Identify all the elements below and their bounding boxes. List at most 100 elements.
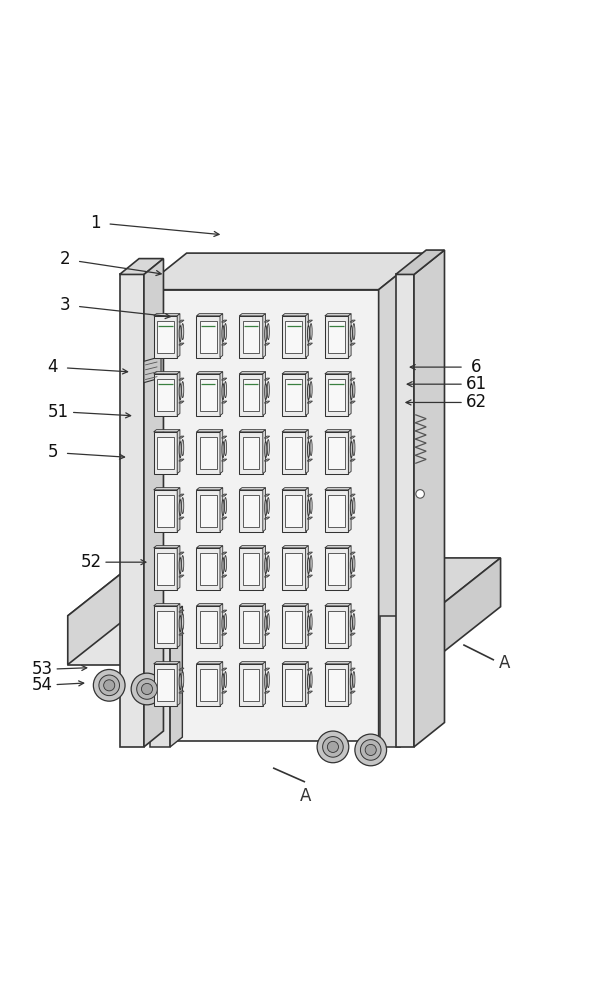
Polygon shape (265, 668, 269, 670)
Polygon shape (197, 606, 220, 648)
Polygon shape (282, 546, 309, 548)
Text: 53: 53 (32, 660, 53, 678)
Polygon shape (240, 374, 263, 416)
Polygon shape (197, 662, 223, 664)
Circle shape (93, 669, 125, 701)
Polygon shape (243, 321, 260, 353)
Polygon shape (200, 437, 217, 469)
Polygon shape (153, 664, 177, 706)
Ellipse shape (222, 616, 224, 632)
Polygon shape (243, 495, 260, 527)
Polygon shape (220, 546, 223, 590)
Ellipse shape (353, 498, 355, 514)
Polygon shape (307, 494, 312, 496)
Polygon shape (282, 662, 309, 664)
Polygon shape (265, 575, 269, 577)
Polygon shape (153, 548, 177, 590)
Ellipse shape (265, 674, 267, 690)
Polygon shape (265, 378, 269, 380)
Polygon shape (157, 669, 174, 701)
Polygon shape (240, 606, 263, 648)
Polygon shape (120, 274, 144, 747)
Polygon shape (177, 430, 180, 474)
Polygon shape (350, 552, 355, 554)
Polygon shape (348, 314, 351, 358)
Polygon shape (350, 459, 355, 461)
Polygon shape (240, 430, 266, 432)
Ellipse shape (353, 672, 355, 688)
Polygon shape (348, 372, 351, 416)
Ellipse shape (265, 384, 267, 400)
Polygon shape (325, 314, 351, 316)
Polygon shape (285, 553, 302, 585)
Ellipse shape (350, 558, 353, 574)
Polygon shape (222, 494, 227, 496)
Polygon shape (263, 430, 266, 474)
Circle shape (142, 683, 153, 695)
Polygon shape (153, 490, 177, 532)
Ellipse shape (181, 556, 184, 572)
Polygon shape (157, 611, 174, 643)
Circle shape (365, 744, 376, 755)
Ellipse shape (224, 440, 227, 456)
Polygon shape (177, 372, 180, 416)
Polygon shape (263, 314, 266, 358)
Polygon shape (222, 320, 227, 322)
Polygon shape (265, 320, 269, 322)
Polygon shape (240, 488, 266, 490)
Ellipse shape (181, 614, 184, 630)
Ellipse shape (350, 674, 353, 690)
Ellipse shape (181, 498, 184, 514)
Polygon shape (285, 437, 302, 469)
Polygon shape (263, 604, 266, 648)
Polygon shape (306, 604, 309, 648)
Polygon shape (240, 490, 263, 532)
Polygon shape (150, 616, 170, 747)
Polygon shape (285, 495, 302, 527)
Ellipse shape (181, 672, 184, 688)
Text: 62: 62 (466, 393, 487, 411)
Ellipse shape (224, 672, 227, 688)
Polygon shape (282, 432, 306, 474)
Polygon shape (265, 401, 269, 403)
Polygon shape (240, 548, 263, 590)
Polygon shape (350, 343, 355, 345)
Ellipse shape (181, 324, 184, 340)
Ellipse shape (179, 674, 181, 690)
Polygon shape (197, 488, 223, 490)
Ellipse shape (350, 326, 353, 342)
Text: 51: 51 (48, 403, 69, 421)
Polygon shape (220, 430, 223, 474)
Polygon shape (200, 611, 217, 643)
Polygon shape (307, 343, 312, 345)
Polygon shape (220, 662, 223, 706)
Ellipse shape (224, 498, 227, 514)
Polygon shape (328, 611, 345, 643)
Circle shape (104, 680, 115, 691)
Polygon shape (200, 379, 217, 411)
Polygon shape (197, 548, 220, 590)
Ellipse shape (267, 498, 269, 514)
Polygon shape (307, 320, 312, 322)
Polygon shape (179, 691, 184, 693)
Polygon shape (197, 372, 223, 374)
Text: 3: 3 (59, 296, 70, 314)
Polygon shape (68, 616, 428, 665)
Circle shape (131, 673, 163, 705)
Ellipse shape (265, 326, 267, 342)
Circle shape (99, 675, 120, 696)
Polygon shape (157, 379, 174, 411)
Ellipse shape (267, 324, 269, 340)
Polygon shape (350, 610, 355, 612)
Polygon shape (325, 488, 351, 490)
Polygon shape (177, 604, 180, 648)
Ellipse shape (310, 498, 312, 514)
Polygon shape (350, 575, 355, 577)
Polygon shape (263, 662, 266, 706)
Polygon shape (240, 664, 263, 706)
Ellipse shape (310, 556, 312, 572)
Polygon shape (240, 662, 266, 664)
Polygon shape (177, 488, 180, 532)
Ellipse shape (307, 442, 310, 458)
Polygon shape (414, 250, 444, 747)
